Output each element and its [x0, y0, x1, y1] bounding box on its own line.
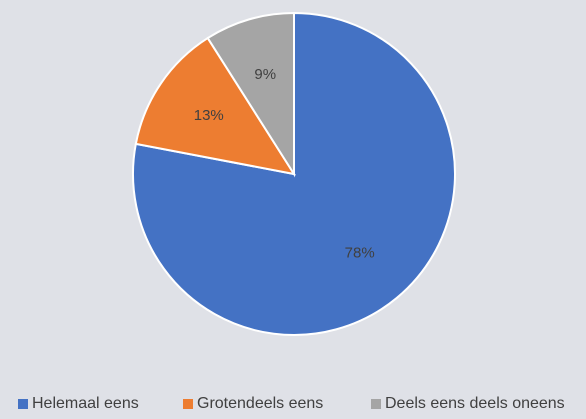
data-label-1: 78% — [345, 244, 375, 261]
pie-slice-3 — [206, 11, 295, 178]
data-label-3: 9% — [254, 66, 276, 83]
pie-slice-2 — [134, 36, 297, 176]
legend-label-2: Grotendeels eens — [197, 395, 323, 412]
legend-swatch-1 — [18, 399, 28, 409]
data-labels: 78% 13% 9% — [194, 66, 375, 261]
pie-slices — [132, 11, 456, 336]
legend-swatch-3 — [371, 399, 381, 409]
legend-swatch-2 — [183, 399, 193, 409]
data-label-2: 13% — [194, 107, 224, 124]
legend-label-1: Helemaal eens — [32, 395, 139, 412]
legend: Helemaal eens Grotendeels eens Deels eens … — [18, 395, 565, 412]
legend-label-3: Deels eens deels oneens — [385, 395, 565, 412]
